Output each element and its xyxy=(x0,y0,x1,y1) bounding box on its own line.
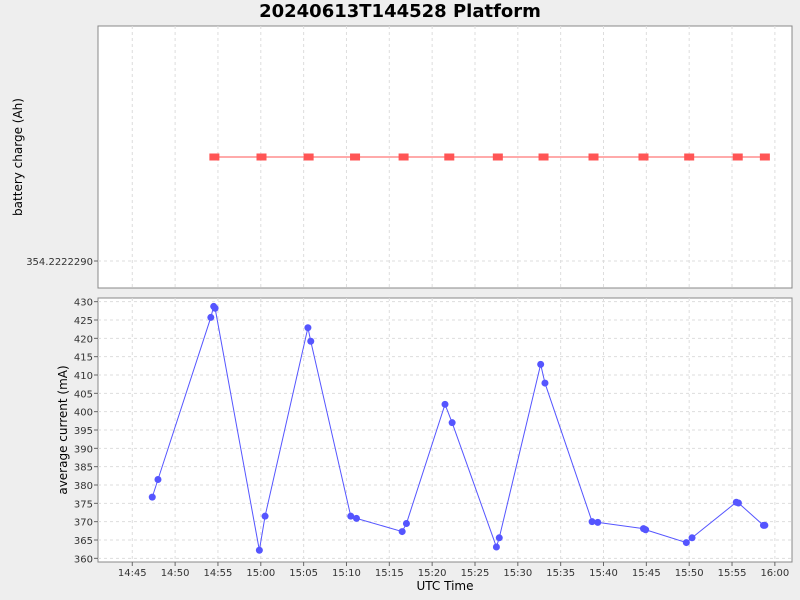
y-tick-label: 410 xyxy=(74,371,93,382)
current-data-point xyxy=(307,337,315,345)
x-tick-label: 15:10 xyxy=(332,568,361,579)
x-tick-label: 15:05 xyxy=(289,568,318,579)
battery-data-point xyxy=(588,153,599,161)
y-tick-label: 420 xyxy=(74,334,93,345)
battery-y-tick-label: 354.2222290 xyxy=(26,257,93,268)
average-current-plot: 14:45 14:50 14:55 15:00 15:05 15:10 15:15 15:20… xyxy=(56,297,793,593)
y-tick-label: 370 xyxy=(74,518,93,529)
current-data-point xyxy=(761,521,769,529)
x-axis-label: UTC Time xyxy=(417,579,474,593)
current-data-point xyxy=(642,526,650,534)
battery-data-point xyxy=(759,153,770,161)
y-tick-label: 385 xyxy=(74,463,93,474)
current-data-point xyxy=(148,493,156,501)
x-tick-label: 15:35 xyxy=(546,568,575,579)
y-tick-label: 390 xyxy=(74,444,93,455)
x-tick-label: 15:50 xyxy=(675,568,704,579)
current-data-point xyxy=(255,546,263,554)
battery-data-point xyxy=(209,153,220,161)
x-tick-label: 15:25 xyxy=(461,568,490,579)
x-tick-label: 16:00 xyxy=(760,568,789,579)
battery-data-point xyxy=(538,153,549,161)
battery-data-point xyxy=(732,153,743,161)
y-tick-label: 425 xyxy=(74,316,93,327)
y-tick-label: 400 xyxy=(74,408,93,419)
current-data-point xyxy=(537,360,545,368)
current-data-point xyxy=(541,379,549,387)
current-data-point xyxy=(441,400,449,408)
battery-data-point xyxy=(684,153,695,161)
current-data-point xyxy=(347,512,355,520)
battery-data-point xyxy=(638,153,649,161)
battery-data-point xyxy=(303,153,314,161)
x-tick-label: 15:45 xyxy=(632,568,661,579)
current-data-point xyxy=(154,476,162,483)
y-tick-label: 430 xyxy=(74,298,93,309)
current-data-point xyxy=(304,324,312,332)
current-data-point xyxy=(588,518,596,526)
current-data-point xyxy=(492,543,500,551)
battery-data-point xyxy=(444,153,455,161)
battery-charge-plot: 354.2222290 battery charge (Ah) xyxy=(11,25,793,289)
battery-data-point xyxy=(398,153,409,161)
current-data-point xyxy=(261,512,269,520)
y-tick-label: 375 xyxy=(74,499,93,510)
battery-data-point xyxy=(256,153,267,161)
battery-data-point xyxy=(492,153,503,161)
current-data-point xyxy=(495,534,503,542)
battery-data-point xyxy=(350,153,361,161)
current-data-point xyxy=(448,419,456,427)
current-data-point xyxy=(682,539,690,547)
y-tick-label: 365 xyxy=(74,536,93,547)
x-tick-label: 15:40 xyxy=(589,568,618,579)
current-data-point xyxy=(402,520,410,527)
current-data-point xyxy=(688,534,696,542)
x-tick-label: 15:30 xyxy=(503,568,532,579)
y-tick-label: 395 xyxy=(74,426,93,437)
current-data-point xyxy=(734,499,742,507)
y-tick-label: 380 xyxy=(74,481,93,492)
x-tick-label: 15:55 xyxy=(718,568,747,579)
current-data-point xyxy=(207,313,215,321)
current-data-point xyxy=(594,518,602,526)
current-data-point xyxy=(352,514,360,522)
chart-title: 20240613T144528 Platform xyxy=(259,1,541,22)
battery-y-axis-label: battery charge (Ah) xyxy=(11,98,25,216)
current-data-point xyxy=(211,304,219,312)
x-tick-label: 14:45 xyxy=(118,568,147,579)
y-tick-label: 405 xyxy=(74,389,93,400)
x-tick-label: 15:20 xyxy=(418,568,447,579)
y-tick-label: 360 xyxy=(74,554,93,565)
x-tick-label: 14:50 xyxy=(161,568,190,579)
x-tick-label: 15:00 xyxy=(246,568,275,579)
current-y-axis-label: average current (mA) xyxy=(56,365,70,494)
x-tick-label: 14:55 xyxy=(204,568,233,579)
current-data-point xyxy=(398,528,406,536)
y-tick-label: 415 xyxy=(74,353,93,364)
x-tick-label: 15:15 xyxy=(375,568,404,579)
